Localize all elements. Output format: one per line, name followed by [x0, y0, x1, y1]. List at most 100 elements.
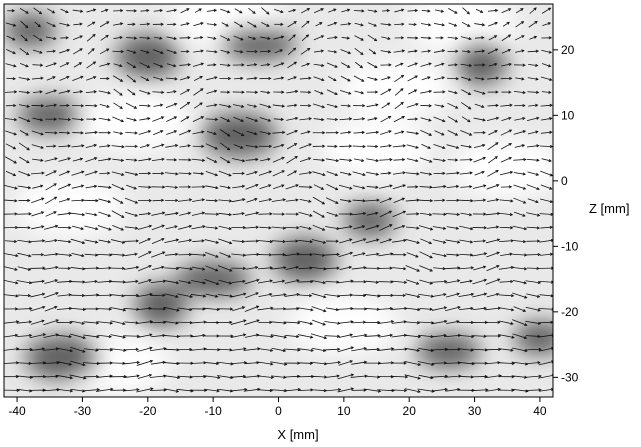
vector-arrow — [45, 62, 57, 68]
dark-region — [115, 34, 180, 79]
vector-arrow — [30, 305, 46, 312]
vector-arrow — [177, 267, 193, 271]
vector-arrow — [71, 225, 85, 231]
vector-arrow — [394, 74, 405, 83]
vector-arrow — [354, 90, 365, 95]
light-region — [14, 179, 125, 236]
vector-arrow — [166, 8, 178, 13]
vector-arrow — [140, 49, 150, 54]
vector-arrow — [247, 21, 257, 28]
vector-arrow — [459, 253, 474, 257]
vector-arrow — [525, 280, 542, 285]
vector-arrow — [287, 61, 298, 69]
vector-arrow — [217, 294, 233, 298]
vector-arrow — [420, 212, 433, 217]
vector-arrow — [514, 35, 525, 41]
vector-arrow — [30, 347, 46, 351]
vector-arrow — [59, 62, 70, 68]
vector-arrow — [284, 293, 300, 297]
vector-arrow — [19, 63, 29, 68]
vector-arrow — [432, 226, 447, 230]
vector-arrow — [257, 306, 274, 311]
vector-arrow — [460, 145, 473, 149]
vector-arrow — [166, 49, 178, 54]
vector-arrow — [432, 184, 447, 189]
vector-arrow — [218, 320, 233, 324]
vector-arrow — [354, 22, 364, 27]
vector-arrow — [164, 211, 179, 216]
light-region — [79, 93, 190, 150]
vector-arrow — [273, 143, 285, 149]
vector-arrow — [541, 49, 553, 54]
vector-arrow — [192, 198, 206, 202]
vector-arrow — [207, 36, 217, 40]
vector-arrow — [31, 211, 45, 217]
vector-arrow — [297, 307, 314, 312]
vector-arrow — [311, 306, 327, 313]
vector-arrow — [327, 144, 338, 148]
vector-arrow — [152, 265, 165, 271]
vector-arrow — [73, 62, 83, 68]
vector-arrow — [406, 279, 420, 285]
vector-arrow — [153, 130, 164, 136]
vector-arrow — [365, 347, 381, 351]
vector-arrow — [328, 8, 337, 13]
vector-arrow — [99, 48, 110, 55]
vector-arrow — [298, 240, 314, 244]
vector-arrow — [190, 253, 207, 257]
vector-arrow — [472, 226, 488, 230]
vector-arrow — [540, 252, 553, 256]
vector-arrow — [84, 253, 99, 257]
vector-arrow — [500, 103, 513, 107]
vector-arrow — [474, 23, 486, 27]
vector-arrow — [125, 102, 138, 109]
vector-arrow — [20, 34, 28, 42]
vector-arrow — [233, 116, 245, 122]
vector-arrow — [540, 144, 553, 149]
vector-arrow — [514, 144, 526, 148]
vector-arrow — [287, 103, 298, 107]
vector-arrow — [513, 306, 527, 312]
vector-arrow — [367, 76, 378, 81]
vector-arrow — [448, 90, 458, 95]
vector-arrow — [299, 198, 312, 203]
vector-arrow — [339, 144, 353, 148]
vector-arrow — [338, 333, 354, 338]
vector-arrow — [380, 23, 392, 27]
vector-arrow — [487, 103, 499, 108]
vector-arrow — [257, 348, 274, 352]
light-region — [288, 296, 399, 353]
vector-arrow — [191, 158, 206, 162]
vector-arrow — [353, 75, 365, 82]
vector-arrow — [31, 253, 45, 257]
vector-arrow — [285, 198, 299, 202]
vector-arrow — [85, 184, 98, 189]
vector-arrow — [459, 279, 473, 284]
vector-arrow — [526, 266, 540, 271]
vector-arrow — [434, 9, 445, 13]
vector-arrow — [474, 103, 485, 108]
vector-arrow — [273, 76, 285, 80]
vector-arrow — [256, 375, 275, 379]
vector-arrow — [340, 22, 352, 26]
vector-arrow — [17, 266, 32, 271]
vector-arrow — [206, 76, 218, 81]
vector-arrow — [326, 89, 338, 96]
dark-region — [17, 98, 82, 133]
vector-arrow — [72, 35, 83, 41]
vector-arrow — [245, 225, 259, 229]
vector-arrow — [34, 21, 41, 28]
vector-arrow — [5, 143, 17, 150]
vector-arrow — [246, 90, 259, 94]
vector-arrow — [326, 131, 339, 135]
vector-arrow — [71, 198, 85, 202]
vector-arrow — [151, 293, 166, 297]
vector-arrow — [312, 280, 327, 285]
vector-arrow — [97, 253, 113, 257]
vector-arrow — [18, 198, 31, 203]
vector-arrow — [31, 144, 44, 149]
vector-arrow — [472, 292, 488, 298]
vector-arrow — [352, 171, 366, 177]
vector-arrow — [124, 197, 139, 204]
vector-arrow — [205, 265, 219, 272]
